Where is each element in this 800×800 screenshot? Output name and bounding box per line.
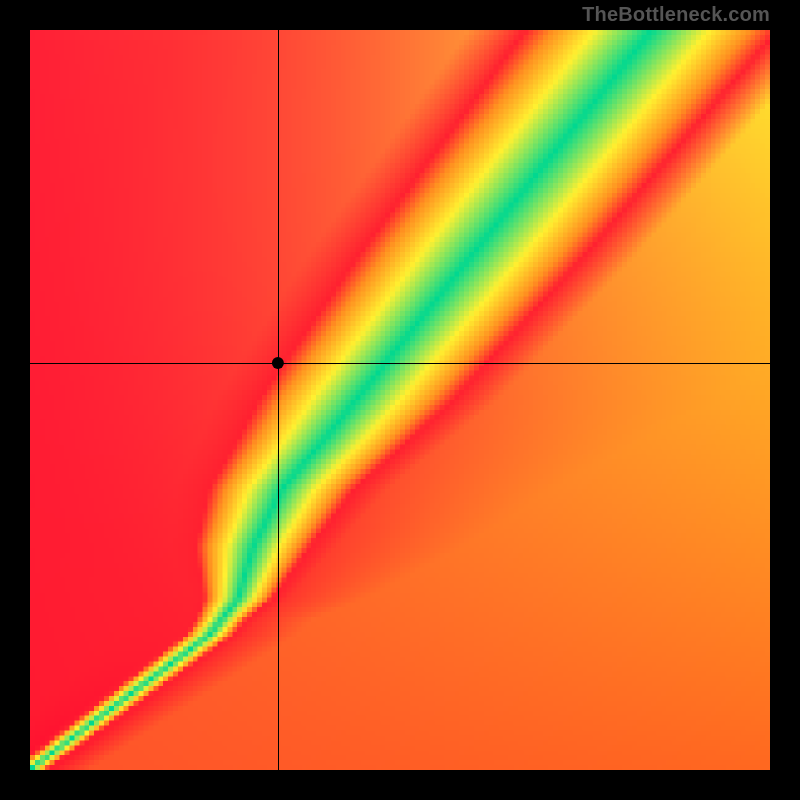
chart-container: TheBottleneck.com (0, 0, 800, 800)
overlay-canvas (30, 30, 770, 770)
watermark-text: TheBottleneck.com (582, 4, 770, 27)
